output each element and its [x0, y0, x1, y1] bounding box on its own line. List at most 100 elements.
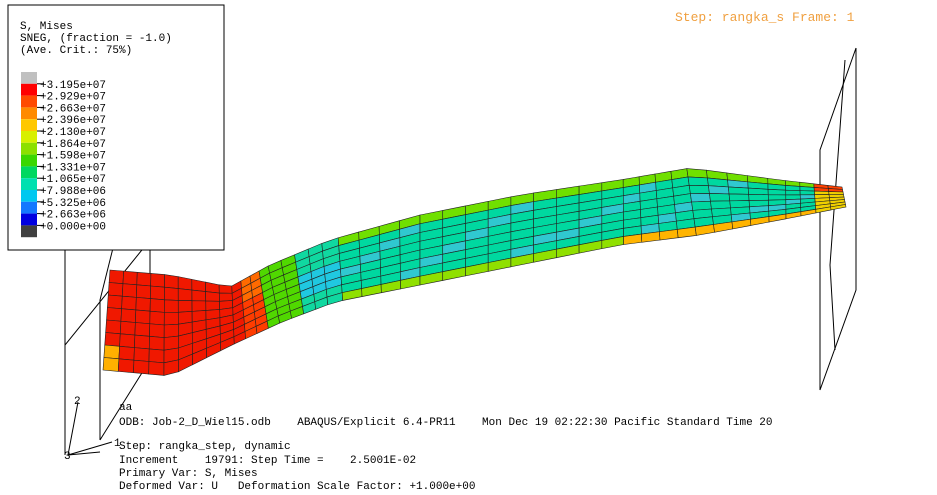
mesh-cell [150, 324, 165, 338]
mesh-cell [688, 177, 708, 186]
mesh-cell [768, 195, 786, 200]
mesh-cell [150, 299, 164, 313]
mesh-cell [786, 185, 800, 190]
mesh-cell [151, 273, 165, 287]
mesh-cell [135, 310, 150, 324]
legend-label: +2.130e+07 [40, 127, 106, 139]
mesh-cell [205, 282, 219, 293]
mesh-cell [748, 188, 768, 195]
mesh-cell [122, 296, 137, 310]
mesh-cell [106, 320, 121, 334]
legend-label: +2.663e+06 [40, 210, 106, 222]
info-line: ODB: Job-2_D_Wiel15.odb ABAQUS/Explicit … [119, 417, 773, 429]
mesh-cell [749, 194, 769, 200]
mesh-cell [164, 312, 178, 325]
mesh-cell [164, 360, 179, 376]
info-line: Deformed Var: U Deformation Scale Factor… [119, 481, 475, 493]
legend-title: S, Mises [20, 21, 73, 33]
legend-swatch [21, 107, 37, 119]
mesh-cell [107, 308, 122, 322]
mesh-cell [814, 191, 829, 195]
triad-label: 3 [64, 451, 71, 463]
legend-label: +2.396e+07 [40, 115, 106, 127]
legend-swatch [21, 131, 37, 143]
mesh-cell [137, 272, 151, 286]
mesh-cell [164, 287, 178, 300]
mesh-cell [729, 194, 749, 201]
mesh-cell [118, 359, 134, 373]
info-line: Primary Var: S, Mises [119, 468, 258, 480]
legend-swatch [21, 202, 37, 214]
mesh-cell [103, 358, 119, 372]
legend-swatch [21, 190, 37, 202]
mesh-cell [149, 362, 164, 376]
step-label: Step: rangka_s Frame: 1 [675, 10, 855, 25]
legend-label: +0.000e+00 [40, 221, 106, 233]
legend-label: +1.598e+07 [40, 151, 106, 163]
mesh-cell [728, 187, 748, 194]
mesh-cell [192, 279, 206, 291]
legend-label: +3.195e+07 [40, 80, 106, 92]
mesh-cell [134, 335, 149, 349]
legend-swatch [21, 96, 37, 108]
legend-swatch [21, 119, 37, 131]
mesh-cell [178, 289, 192, 301]
mesh-cell [689, 185, 709, 193]
mesh-cell [219, 293, 232, 301]
mesh-cell [206, 301, 220, 310]
legend-swatch [21, 178, 37, 190]
mesh-cell [800, 191, 815, 195]
triad-label: 2 [74, 396, 81, 408]
legend-title: (Ave. Crit.: 75%) [20, 45, 132, 57]
mesh-cell [192, 290, 206, 301]
mesh-cell [149, 349, 164, 363]
legend-swatch [21, 155, 37, 167]
info-line: Increment 19791: Step Time = 2.5001E-02 [119, 455, 416, 467]
mesh-cell [104, 345, 120, 359]
legend-label: +2.929e+07 [40, 92, 106, 104]
mesh-cell [164, 300, 178, 313]
mesh-cell [120, 321, 135, 335]
mesh-cell [206, 292, 220, 302]
mesh-cell [123, 271, 137, 285]
legend-title: SNEG, (fraction = -1.0) [20, 33, 172, 45]
mesh-cell [121, 309, 136, 323]
mesh-cell [178, 277, 192, 290]
legend-swatch [21, 84, 37, 96]
mesh-cell [108, 283, 123, 297]
mesh-cell [133, 360, 149, 374]
mesh-cell [768, 189, 786, 195]
info-line: Step: rangka_step, dynamic [119, 441, 291, 453]
mesh-cell [690, 193, 710, 202]
mesh-cell [107, 295, 122, 309]
mesh-cell [122, 284, 137, 298]
legend-swatch [21, 166, 37, 178]
mesh-cell [800, 186, 814, 191]
canvas: 2 1 3 S, MisesSNEG, (fraction = -1.0)(Av… [0, 0, 937, 495]
mesh-cell [219, 285, 232, 293]
mesh-cell [786, 190, 800, 195]
mesh-cell [150, 286, 164, 300]
mesh-cell [687, 169, 708, 178]
mesh-cell [136, 285, 150, 299]
mesh-cell [150, 311, 165, 325]
legend-swatch [21, 72, 37, 84]
mesh-cell [829, 192, 844, 195]
triad [68, 402, 112, 455]
mesh-cell [120, 334, 135, 348]
info-line: aa [119, 402, 133, 414]
legend-swatch [21, 225, 37, 237]
legend-label: +1.864e+07 [40, 139, 106, 151]
mesh-cell [134, 348, 149, 362]
viewport: 2 1 3 S, MisesSNEG, (fraction = -1.0)(Av… [0, 0, 937, 495]
legend-label: +1.065e+07 [40, 174, 106, 186]
mesh-cell [192, 301, 206, 312]
legend-label: +1.331e+07 [40, 162, 106, 174]
info: aa ODB: Job-2_D_Wiel15.odb ABAQUS/Explici… [119, 402, 773, 493]
mesh-cell [135, 323, 150, 337]
mesh-cell [708, 186, 729, 194]
mesh-cell [178, 300, 192, 312]
mesh-cell [105, 333, 121, 347]
mesh-cell [149, 336, 164, 350]
legend-label: +7.988e+06 [40, 186, 106, 198]
